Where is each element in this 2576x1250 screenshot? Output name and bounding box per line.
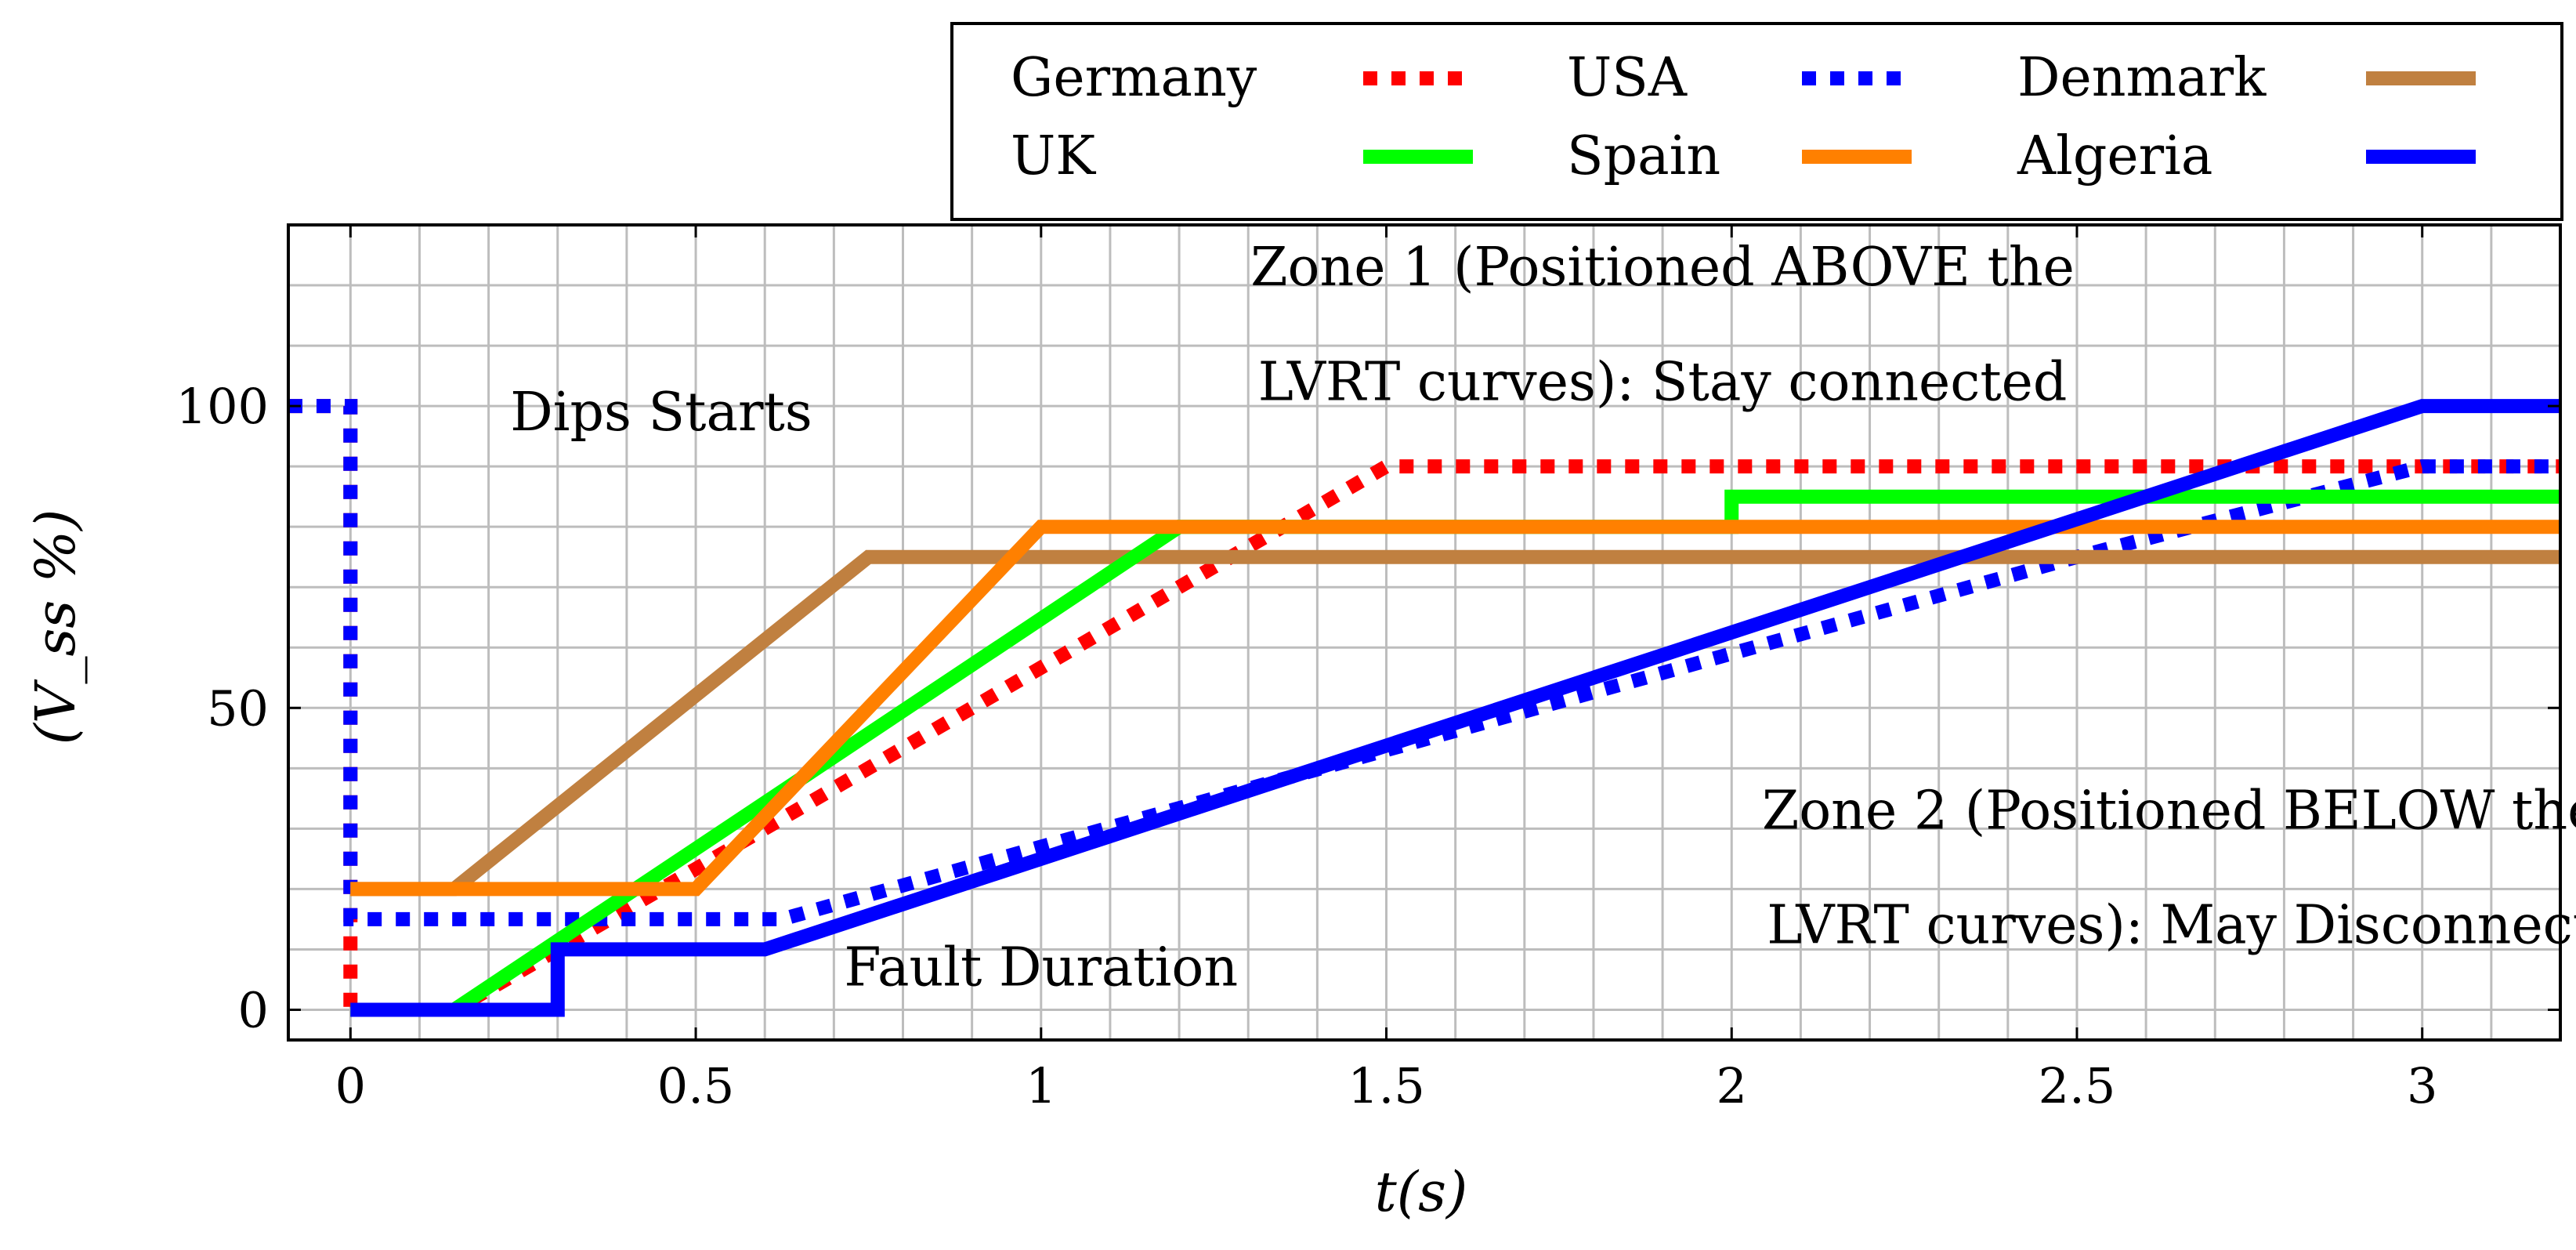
- legend-items: Germany USA Denmark UK Spain Algeria: [1011, 47, 2476, 187]
- grid-layer: [288, 225, 2562, 1040]
- plot-frame: [287, 223, 2562, 1042]
- legend-label-uk: UK: [1011, 125, 1096, 187]
- legend-label-germany: Germany: [1011, 47, 1257, 109]
- x-tick-label: 2: [1717, 1057, 1747, 1114]
- x-tick-label: 2.5: [2039, 1057, 2116, 1114]
- y-tick-label: 50: [207, 679, 269, 737]
- series-line-spain: [350, 520, 2560, 897]
- y-axis-title: (V_ss %): [24, 509, 88, 745]
- legend-label-algeria: Algeria: [2017, 125, 2212, 187]
- x-tick-label: 0.5: [657, 1057, 735, 1114]
- x-tick-label: 3: [2407, 1057, 2437, 1114]
- x-axis-title: t(s): [1375, 1160, 1468, 1224]
- series-line-algeria: [350, 399, 2560, 1017]
- annotation-label: LVRT curves): Stay connected: [1258, 351, 2068, 413]
- legend-label-spain: Spain: [1567, 125, 1720, 187]
- annotation-label: Fault Duration: [844, 937, 1238, 999]
- series-layer: [288, 399, 2560, 1017]
- legend: Germany USA Denmark UK Spain Algeria: [950, 22, 2563, 221]
- annotation-label: LVRT curves): May Disconnect: [1767, 895, 2576, 957]
- annotation-label: Zone 2 (Positioned BELOW the: [1762, 780, 2576, 842]
- annotation-label: Dips Starts: [510, 382, 812, 444]
- x-tick-label: 1: [1026, 1057, 1056, 1114]
- x-tick-label: 1.5: [1348, 1057, 1425, 1114]
- legend-box: [950, 22, 2563, 221]
- series-line-usa: [288, 399, 2560, 926]
- tick-layer: 0 0.5 1 1.5 2 2.5 3 0 50 100: [176, 225, 2560, 1114]
- legend-label-denmark: Denmark: [2017, 47, 2267, 109]
- x-tick-label: 0: [335, 1057, 366, 1114]
- y-tick-label: 0: [238, 981, 269, 1038]
- legend-label-usa: USA: [1567, 47, 1688, 109]
- annotation-layer: Dips Starts Fault Duration Zone 1 (Positio…: [510, 237, 2576, 999]
- annotation-label: Zone 1 (Positioned ABOVE the: [1250, 237, 2075, 299]
- y-tick-label: 100: [176, 378, 269, 435]
